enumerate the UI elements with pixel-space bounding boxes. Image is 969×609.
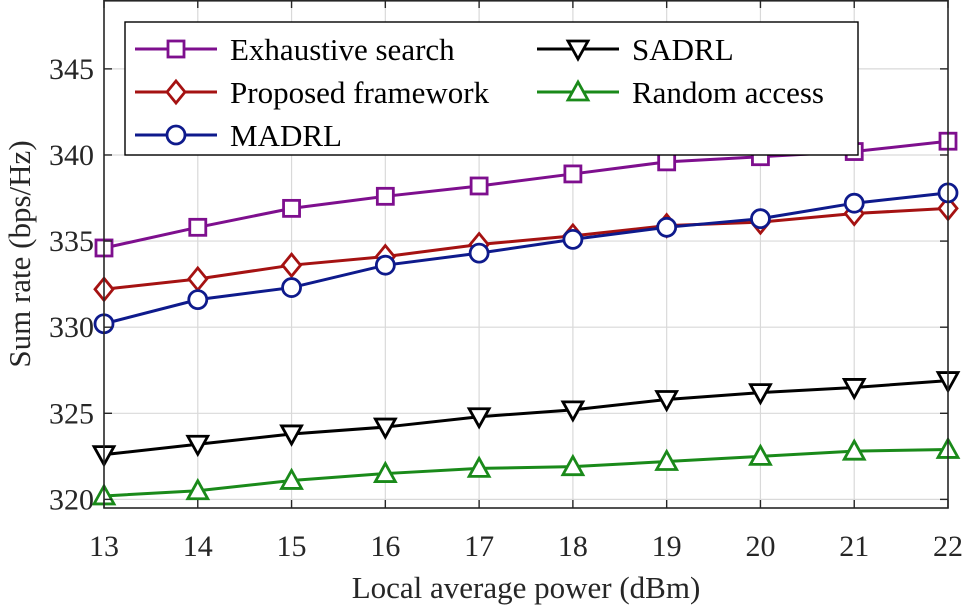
data-point-sadrl (279, 424, 304, 447)
x-tick-label: 15 (277, 530, 307, 563)
x-tick-label: 22 (933, 530, 963, 563)
x-axis-label: Local average power (dBm) (352, 570, 701, 605)
y-tick-label: 335 (49, 225, 94, 258)
series-line-sadrl (103, 379, 949, 457)
series-line-random-access (103, 447, 949, 498)
x-tick-label: 13 (89, 530, 119, 563)
legend-marker (565, 39, 591, 62)
data-point-random-access (466, 455, 492, 478)
data-point-sadrl (560, 400, 586, 423)
data-point-exhaustive-search (563, 164, 583, 184)
legend-label: SADRL (632, 32, 734, 67)
data-point-sadrl (466, 407, 492, 430)
legend-marker (165, 78, 187, 106)
data-point-proposed-framework (186, 265, 209, 293)
data-point-proposed-framework (280, 251, 303, 279)
x-tick-label: 17 (464, 530, 494, 563)
legend-marker (165, 124, 187, 146)
data-point-sadrl (654, 390, 680, 413)
legend-label: Random access (632, 75, 824, 110)
data-point-random-access (560, 453, 586, 477)
data-point-random-access (654, 448, 680, 471)
y-axis-label: Sum rate (bps/Hz) (2, 140, 37, 367)
data-point-madrl (656, 216, 678, 238)
legend-marker (166, 39, 186, 59)
data-point-sadrl (185, 434, 211, 458)
legend: Exhaustive search Proposed framework MADRL… (124, 21, 859, 156)
data-point-madrl (281, 277, 302, 298)
data-point-madrl (187, 289, 209, 311)
data-point-sadrl (748, 383, 773, 406)
tick-layer: 13 14 15 16 17 18 19 20 21 22 320 325 330 335 340 345 (49, 0, 963, 563)
y-tick-label: 345 (49, 53, 94, 86)
data-point-madrl (750, 208, 771, 230)
legend-item-sadrl: SADRL (537, 32, 734, 67)
data-point-madrl (843, 192, 865, 214)
y-tick-label: 330 (49, 311, 94, 344)
plot-frame (103, 0, 949, 509)
y-tick-label: 325 (49, 397, 94, 430)
legend-label: Exhaustive search (230, 32, 455, 67)
data-point-random-access (279, 467, 304, 490)
data-point-exhaustive-search (657, 152, 677, 172)
x-tick-label: 14 (183, 530, 213, 563)
y-tick-label: 320 (49, 483, 94, 516)
x-tick-label: 21 (839, 530, 869, 563)
data-point-random-access (748, 443, 773, 466)
series-random-access (91, 436, 961, 506)
data-point-madrl (562, 228, 584, 250)
series-sadrl (91, 371, 961, 468)
x-tick-label: 18 (558, 530, 588, 563)
legend-item-proposed-framework: Proposed framework (135, 75, 490, 110)
data-point-exhaustive-search (469, 176, 489, 196)
legend-box (124, 21, 859, 156)
data-point-madrl (468, 242, 490, 264)
legend-marker (565, 79, 591, 102)
data-point-random-access (185, 477, 211, 501)
series-proposed-framework (93, 195, 959, 303)
legend-label: MADRL (230, 118, 342, 153)
legend-item-madrl: MADRL (135, 118, 342, 153)
data-point-exhaustive-search (188, 217, 208, 237)
series-layer (91, 131, 961, 506)
x-tick-label: 19 (652, 530, 682, 563)
data-point-exhaustive-search (282, 198, 301, 218)
legend-label: Proposed framework (230, 75, 490, 110)
legend-item-exhaustive-search: Exhaustive search (135, 32, 455, 67)
legend-item-random-access: Random access (537, 75, 824, 110)
series-line-proposed-framework (103, 206, 949, 291)
series-madrl (93, 182, 959, 335)
data-point-random-access (841, 438, 867, 461)
y-tick-label: 340 (49, 139, 94, 172)
data-point-sadrl (372, 417, 398, 440)
x-tick-label: 16 (370, 530, 400, 563)
data-point-madrl (374, 254, 396, 276)
data-point-random-access (372, 460, 398, 483)
series-line-exhaustive-search (103, 139, 949, 250)
series-line-madrl (103, 191, 949, 326)
data-point-sadrl (841, 378, 867, 401)
data-point-exhaustive-search (375, 186, 395, 206)
x-tick-label: 20 (745, 530, 775, 563)
